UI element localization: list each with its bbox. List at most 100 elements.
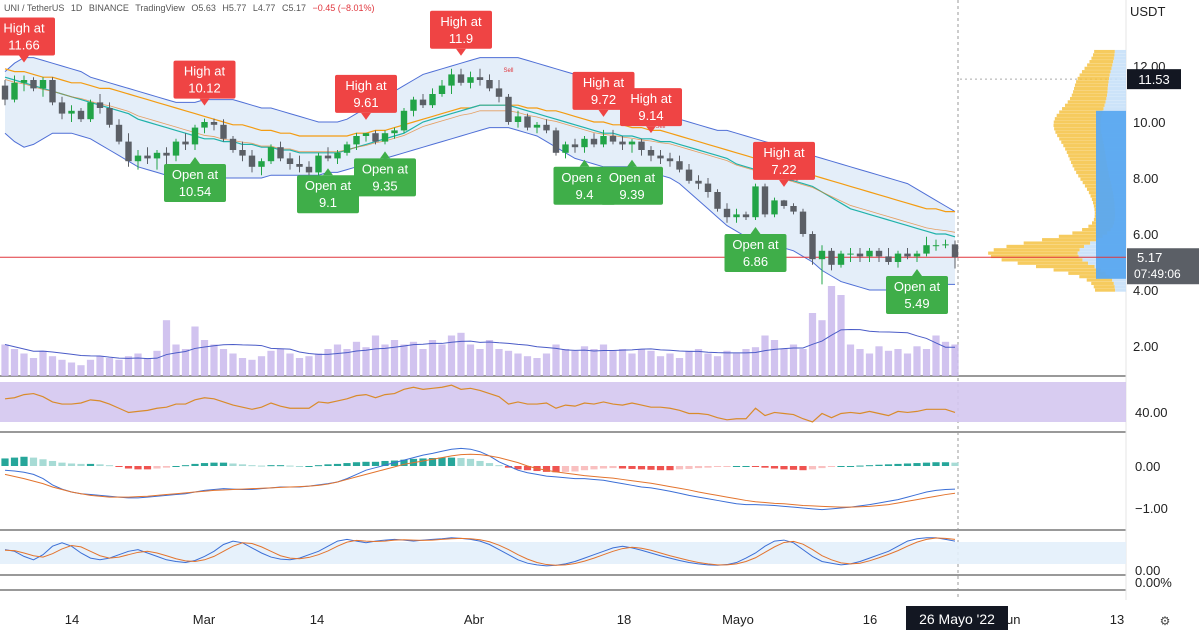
candle-body[interactable]: [210, 122, 218, 125]
candle-body[interactable]: [638, 141, 645, 150]
candle-body[interactable]: [809, 234, 816, 260]
candle-body[interactable]: [609, 136, 617, 142]
candle-body[interactable]: [932, 245, 940, 247]
symbol-label[interactable]: UNI / TetherUS: [4, 3, 65, 13]
candle-body[interactable]: [847, 253, 854, 255]
candle-body[interactable]: [372, 133, 379, 142]
candle-body[interactable]: [666, 158, 674, 162]
candle-body[interactable]: [628, 141, 636, 145]
candle-body[interactable]: [476, 77, 484, 80]
candle-body[interactable]: [220, 124, 227, 139]
candle-body[interactable]: [695, 180, 702, 184]
candle-body[interactable]: [457, 74, 465, 83]
candle-body[interactable]: [419, 99, 427, 106]
candle-body[interactable]: [904, 253, 911, 257]
candle-body[interactable]: [866, 250, 873, 257]
candle-body[interactable]: [590, 138, 598, 145]
candle-body[interactable]: [913, 253, 921, 257]
candle-body[interactable]: [885, 256, 892, 262]
candle-body[interactable]: [600, 136, 607, 145]
candle-body[interactable]: [20, 80, 28, 83]
candle-body[interactable]: [657, 155, 664, 159]
candle-body[interactable]: [856, 253, 864, 257]
candle-body[interactable]: [391, 130, 398, 134]
candle-body[interactable]: [619, 141, 626, 145]
candle-body[interactable]: [552, 130, 560, 153]
candle-body[interactable]: [353, 136, 360, 145]
candle-body[interactable]: [49, 80, 56, 103]
candle-body[interactable]: [77, 110, 85, 120]
candle-body[interactable]: [828, 250, 835, 265]
candle-body[interactable]: [191, 127, 199, 145]
candle-body[interactable]: [39, 80, 47, 89]
candle-body[interactable]: [923, 245, 930, 254]
candle-body[interactable]: [58, 102, 66, 114]
candle-body[interactable]: [87, 102, 94, 120]
candle-body[interactable]: [486, 80, 493, 89]
candle-body[interactable]: [543, 124, 550, 131]
candle-body[interactable]: [467, 77, 474, 83]
candle-body[interactable]: [533, 124, 541, 128]
candle-body[interactable]: [201, 122, 208, 128]
candle-body[interactable]: [429, 94, 436, 106]
candle-body[interactable]: [163, 152, 170, 156]
candle-body[interactable]: [1, 85, 9, 100]
candle-body[interactable]: [400, 110, 408, 131]
candle-body[interactable]: [942, 244, 949, 246]
candle-body[interactable]: [790, 206, 797, 212]
candle-body[interactable]: [562, 144, 569, 153]
candle-body[interactable]: [153, 152, 161, 159]
candle-body[interactable]: [894, 253, 902, 262]
candle-body[interactable]: [799, 211, 807, 234]
candle-body[interactable]: [30, 80, 37, 89]
interval-label[interactable]: 1D: [70, 3, 83, 13]
candle-body[interactable]: [96, 102, 104, 108]
candle-body[interactable]: [144, 155, 151, 159]
candle-body[interactable]: [581, 138, 588, 148]
candle-body[interactable]: [305, 166, 313, 173]
candle-body[interactable]: [182, 141, 189, 145]
candle-body[interactable]: [106, 108, 113, 125]
candle-body[interactable]: [410, 99, 417, 111]
candle-body[interactable]: [334, 152, 341, 159]
candle-body[interactable]: [647, 150, 655, 156]
candle-body[interactable]: [742, 214, 750, 218]
candle-body[interactable]: [248, 155, 256, 167]
candle-body[interactable]: [11, 82, 18, 100]
candle-body[interactable]: [68, 110, 75, 114]
candle-body[interactable]: [704, 183, 712, 192]
candle-body[interactable]: [324, 155, 332, 159]
candle-body[interactable]: [172, 141, 180, 156]
candle-body[interactable]: [723, 208, 731, 218]
candle-body[interactable]: [875, 250, 883, 257]
candle-body[interactable]: [771, 200, 778, 215]
candle-body[interactable]: [343, 144, 351, 153]
candle-body[interactable]: [714, 192, 721, 209]
candle-body[interactable]: [286, 158, 294, 164]
candle-body[interactable]: [780, 200, 788, 206]
candle-body[interactable]: [752, 186, 759, 218]
candle-body[interactable]: [448, 74, 455, 86]
candle-body[interactable]: [296, 164, 303, 167]
candle-body[interactable]: [115, 124, 123, 142]
candle-body[interactable]: [676, 161, 683, 170]
candle-body[interactable]: [258, 161, 265, 167]
candle-body[interactable]: [362, 133, 370, 136]
candle-body[interactable]: [571, 144, 579, 148]
candle-body[interactable]: [818, 250, 826, 260]
candle-body[interactable]: [951, 244, 959, 258]
candle-body[interactable]: [315, 155, 322, 173]
candle-body[interactable]: [381, 133, 389, 142]
candle-body[interactable]: [229, 138, 237, 150]
candle-body[interactable]: [837, 253, 845, 265]
candle-body[interactable]: [685, 169, 693, 181]
candle-body[interactable]: [438, 85, 446, 94]
candle-body[interactable]: [125, 141, 132, 162]
candle-body[interactable]: [495, 88, 503, 97]
candle-body[interactable]: [761, 186, 769, 215]
candle-body[interactable]: [514, 116, 522, 122]
candle-body[interactable]: [505, 96, 512, 122]
candle-body[interactable]: [524, 116, 531, 128]
candle-body[interactable]: [239, 150, 246, 156]
